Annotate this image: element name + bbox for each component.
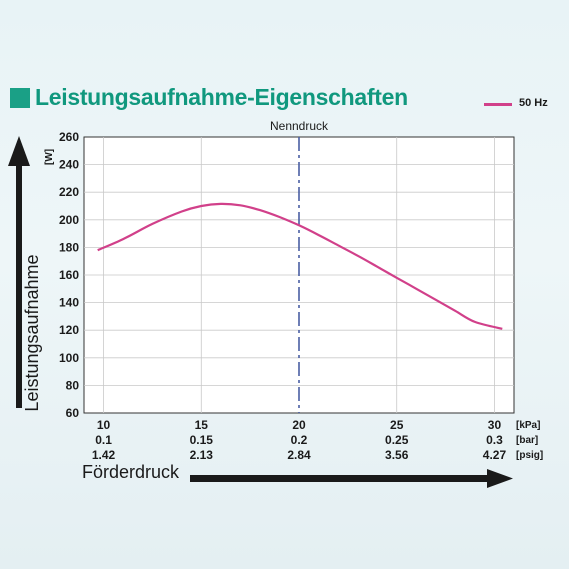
x-tick-label: 20 [292,418,306,432]
x-tick-label: 3.56 [385,448,409,462]
y-axis: 60 80 100 120 140 160 180 200 220 240 260 [59,130,79,420]
x-tick-unit: [psig] [516,450,543,461]
y-tick-label: 200 [59,213,79,227]
y-tick-label: 60 [66,406,80,420]
series-line-50hz [97,202,503,330]
x-tick-label: 0.1 [95,433,112,447]
y-tick-label: 260 [59,130,79,144]
x-tick-label: 1.42 [92,448,116,462]
x-tick-label: 0.2 [291,433,308,447]
chart-title-text: Leistungsaufnahme-Eigenschaften [35,84,408,110]
x-tick-label: 10 [97,418,111,432]
y-tick-label: 80 [66,378,80,392]
x-tick-label: 2.13 [190,448,214,462]
x-tick-label: 4.27 [483,448,507,462]
x-tick-label: 0.3 [486,433,503,447]
x-tick-label: 30 [488,418,502,432]
y-axis-unit: [W] [44,149,55,165]
x-axis-arrow [190,469,513,488]
x-axis-title: Förderdruck [82,462,180,482]
x-axis: 10 15 20 25 30 [kPa] 0.1 0.15 0.2 0.25 0.3 [bar] 1.4… [92,418,543,462]
x-tick-unit: [bar] [516,435,538,446]
y-tick-label: 100 [59,351,79,365]
y-tick-label: 240 [59,158,79,172]
x-tick-label: 25 [390,418,404,432]
legend-swatch-50hz [484,103,512,106]
x-tick-label: 0.15 [190,433,214,447]
y-tick-label: 160 [59,268,79,282]
y-tick-label: 120 [59,323,79,337]
y-axis-title: Leistungsaufnahme [22,254,42,411]
x-tick-label: 15 [195,418,209,432]
y-tick-label: 180 [59,240,79,254]
y-tick-label: 220 [59,185,79,199]
legend-label-50hz: 50 Hz [519,97,548,109]
x-tick-label: 2.84 [287,448,311,462]
x-tick-label: 0.25 [385,433,409,447]
y-axis-arrow [8,136,30,408]
reference-line-label: Nenndruck [270,119,329,133]
title-marker-icon [10,88,30,108]
y-tick-label: 140 [59,296,79,310]
x-tick-unit: [kPa] [516,420,540,431]
